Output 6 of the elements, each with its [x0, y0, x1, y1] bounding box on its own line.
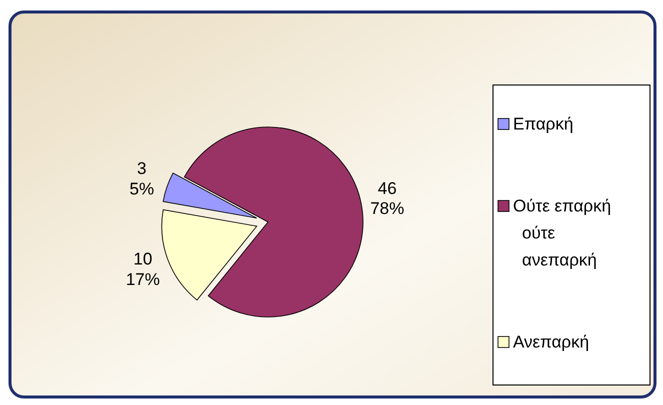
data-label: 10 17%	[126, 250, 160, 289]
legend-label: Επαρκή	[513, 114, 574, 134]
legend-label: Ούτε επαρκή ούτε ανεπαρκή	[513, 196, 612, 270]
legend-label: Ανεπαρκή	[513, 332, 590, 352]
data-label: 3 5%	[130, 158, 154, 198]
data-label: 46 78%	[370, 178, 404, 218]
